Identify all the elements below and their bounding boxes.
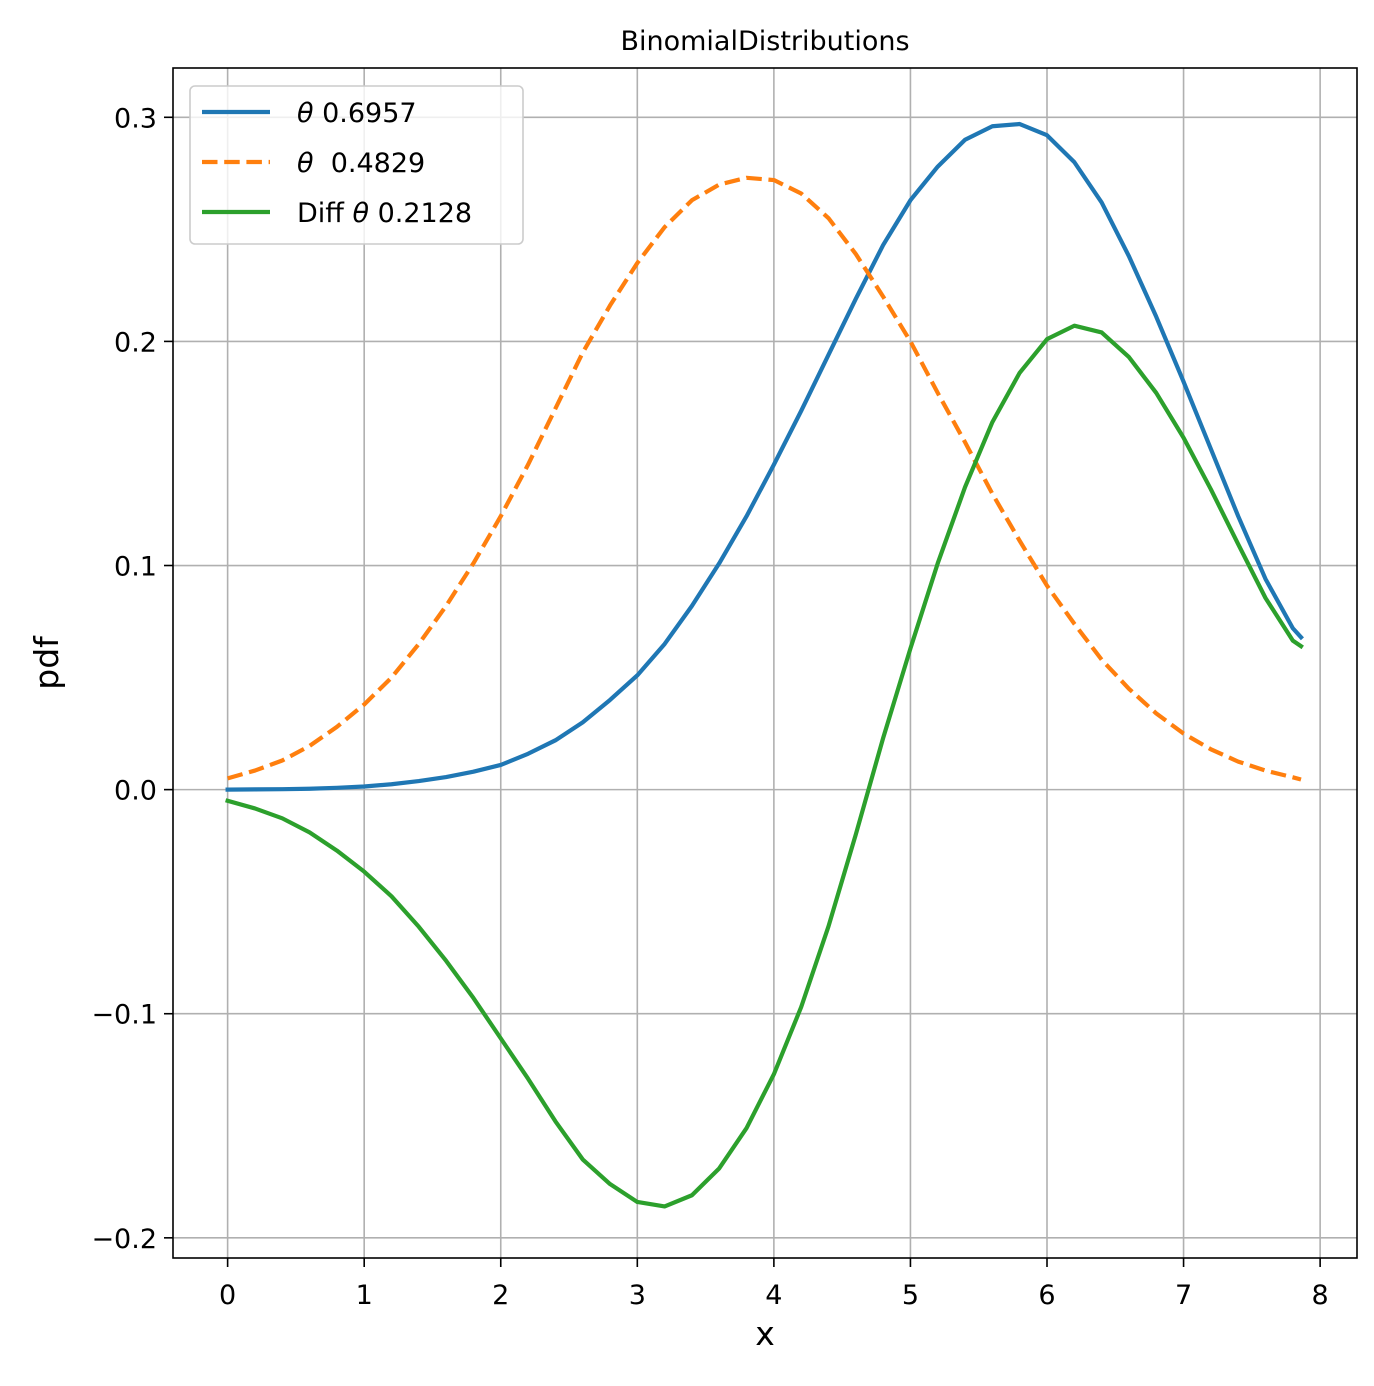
grid-lines — [173, 68, 1357, 1258]
legend-label-value: 0.2128 — [369, 198, 472, 229]
legend-label-2: θ 0.4829 — [297, 148, 425, 179]
legend-label-prefix: θ — [297, 148, 314, 179]
x-tick-label: 3 — [629, 1280, 646, 1311]
x-tick-label: 5 — [902, 1280, 919, 1311]
series-line-2 — [227, 175, 1302, 782]
series-line-1 — [225, 121, 1304, 792]
legend-label-1: θ 0.6957 — [297, 98, 417, 129]
legend-box — [189, 85, 524, 245]
x-tick-label: 8 — [1312, 1280, 1329, 1311]
legend-label-value: 0.6957 — [314, 98, 417, 129]
x-tick-label: 6 — [1038, 1280, 1055, 1311]
legend-label-prefix: θ — [297, 98, 314, 129]
series-lines — [225, 121, 1304, 1209]
series-line-3 — [225, 323, 1304, 1209]
x-tick-label: 1 — [356, 1280, 373, 1311]
x-axis-label: x — [755, 1314, 775, 1353]
x-tick-label: 4 — [765, 1280, 782, 1311]
legend-label-3: Diff θ 0.2128 — [297, 198, 472, 229]
legend-label-diff: Diff — [297, 198, 352, 229]
legend-label-prefix: Diff θ — [297, 198, 369, 229]
axis-ticks: 0 1 2 3 4 5 6 7 8 −0.2 −0.1 0.0 0.1 0.2 0.3 — [91, 103, 1328, 1311]
chart-title: BinomialDistributions — [620, 26, 909, 57]
legend-label-value: 0.4829 — [314, 148, 426, 179]
x-tick-label: 7 — [1175, 1280, 1192, 1311]
legend-label-theta: θ — [352, 198, 369, 229]
y-tick-label: −0.2 — [91, 1224, 157, 1255]
y-tick-label: 0.2 — [114, 327, 157, 358]
y-tick-label: 0.3 — [114, 103, 157, 134]
x-tick-label: 0 — [219, 1280, 236, 1311]
y-axis-label: pdf — [27, 635, 66, 690]
plot-frame — [172, 67, 1358, 1259]
y-tick-label: 0.0 — [114, 776, 157, 807]
y-tick-label: −0.1 — [91, 1000, 157, 1031]
y-tick-label: 0.1 — [114, 552, 157, 583]
x-tick-label: 2 — [492, 1280, 509, 1311]
